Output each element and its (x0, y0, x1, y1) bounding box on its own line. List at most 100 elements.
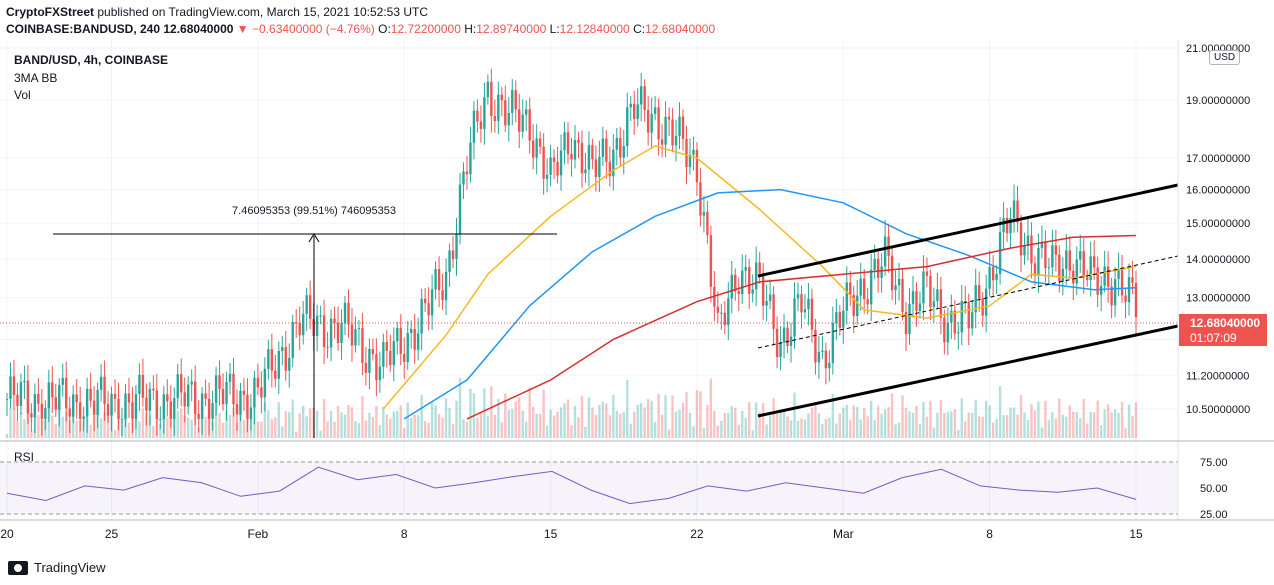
volume-bar (890, 393, 894, 438)
candle-body (336, 322, 340, 344)
footer-brand-label: TradingView (34, 560, 106, 575)
volume-bar (650, 400, 653, 438)
candle-body (169, 401, 172, 419)
candle-body (315, 315, 319, 336)
candle-body (85, 388, 89, 417)
volume-bar (364, 420, 368, 438)
volume-bar (416, 415, 420, 438)
candle-body (242, 390, 246, 395)
volume-bar (991, 422, 995, 438)
legend-title[interactable]: BAND/USD, 4h, COINBASE (14, 53, 169, 67)
volume-bar (378, 425, 382, 438)
volume-bar (389, 418, 392, 438)
volume-bar (904, 407, 908, 438)
volume-bar (1005, 415, 1009, 438)
volume-bar (545, 425, 549, 438)
volume-bar (1054, 418, 1058, 438)
publisher-name[interactable]: CryptoFXStreet (6, 5, 95, 19)
volume-bar (587, 397, 591, 438)
channel-upper-line[interactable] (757, 183, 1179, 278)
candle-body (23, 380, 26, 383)
volume-bar (514, 401, 517, 438)
candle-body (1009, 218, 1012, 234)
candle-body (856, 295, 859, 317)
volume-bar (974, 399, 977, 438)
candle-body (472, 110, 476, 143)
volume-bar (531, 406, 535, 438)
volume-bar (89, 424, 92, 438)
volume-bar (1089, 411, 1092, 438)
candle-body (1051, 245, 1054, 268)
candle-body (765, 301, 768, 306)
volume-bar (793, 392, 796, 438)
volume-bar (960, 398, 963, 438)
channel-mid-line[interactable] (757, 255, 1179, 349)
volume-bar (315, 410, 319, 438)
candle-body (706, 212, 709, 236)
candle-body (465, 171, 469, 175)
volume-bar (925, 416, 929, 438)
candle-body (692, 149, 695, 155)
volume-bar (894, 424, 897, 438)
volume-bar (399, 405, 402, 438)
volume-bar (911, 412, 915, 438)
volume-bar (99, 418, 103, 438)
candle-body (89, 388, 92, 401)
candle-body (1106, 266, 1110, 287)
candle-body (852, 295, 855, 317)
rsi-label: RSI (14, 450, 34, 464)
candle-body (559, 150, 563, 176)
measure-annotation: 7.46095353 (99.51%) 746095353 (232, 205, 396, 217)
volume-bar (204, 416, 207, 438)
rsi-axis: 75.00 50.00 25.00 (1200, 457, 1228, 521)
candle-body (678, 116, 681, 136)
candle-body (901, 278, 904, 312)
candle-body (1099, 285, 1103, 295)
volume-bar (1068, 405, 1071, 438)
candle-body (1026, 235, 1030, 246)
candlesticks (5, 68, 1138, 436)
candle-body (281, 347, 284, 351)
legend-indicator[interactable]: 3MA BB (14, 71, 58, 85)
candle-body (16, 394, 19, 407)
candle-body (504, 100, 507, 126)
volume-bar (681, 402, 685, 438)
volume-bar (646, 399, 650, 438)
price-axis[interactable]: 21.0000000019.0000000017.0000000016.0000… (1186, 43, 1250, 416)
candle-body (897, 278, 901, 286)
volume-bar (549, 409, 552, 438)
volume-bar (239, 406, 242, 438)
time-axis[interactable]: 20 25 Feb 8 15 22 Mar 8 15 (0, 527, 1143, 541)
volume-bars (5, 377, 1138, 438)
volume-bar (720, 420, 723, 438)
candle-body (720, 312, 723, 314)
footer-brand[interactable]: TradingView (8, 560, 106, 575)
candle-body (800, 294, 803, 313)
volume-bar (863, 408, 866, 438)
currency-button[interactable]: USD (1209, 50, 1241, 65)
candle-body (221, 389, 225, 405)
candle-body (375, 354, 378, 380)
candle-body (1023, 245, 1026, 256)
candle-body (995, 273, 998, 281)
candle-body (807, 298, 810, 310)
candle-body (103, 376, 106, 405)
volume-bar (737, 424, 740, 438)
volume-bar (786, 416, 789, 438)
volume-bar (336, 405, 340, 438)
volume-bar (1134, 402, 1138, 438)
volume-bar (671, 395, 674, 438)
volume-bar (295, 431, 298, 438)
volume-bar (883, 409, 887, 438)
grid-lines (0, 40, 1178, 520)
volume-bar (629, 423, 632, 438)
volume-bar (375, 405, 378, 438)
channel-lower-line[interactable] (757, 324, 1179, 418)
candle-body (1082, 251, 1085, 278)
time-tick-3: 8 (401, 527, 408, 541)
volume-bar (692, 426, 695, 438)
price-tick-6: 13.00000000 (1186, 293, 1250, 305)
legend-volume[interactable]: Vol (14, 88, 31, 102)
open-label: O: (378, 22, 391, 36)
